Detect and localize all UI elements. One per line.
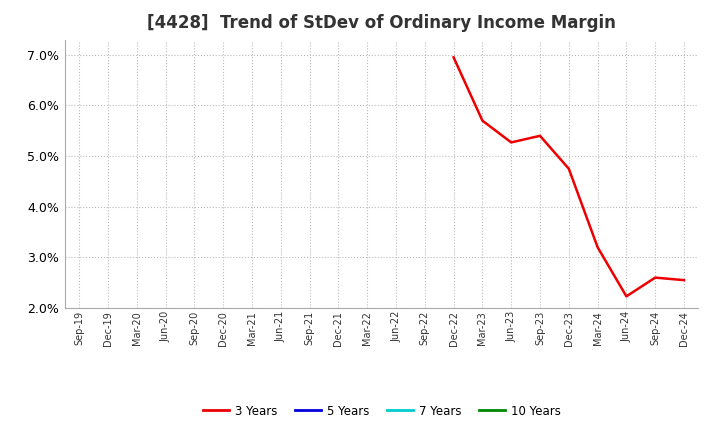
Title: [4428]  Trend of StDev of Ordinary Income Margin: [4428] Trend of StDev of Ordinary Income… [147, 15, 616, 33]
3 Years [478, 118, 487, 123]
3 Years [622, 294, 631, 299]
3 Years [651, 275, 660, 280]
3 Years [536, 133, 544, 139]
3 Years [449, 55, 458, 60]
3 Years [680, 278, 688, 283]
Line: 3 Years: 3 Years [454, 57, 684, 297]
3 Years [507, 140, 516, 145]
Legend: 3 Years, 5 Years, 7 Years, 10 Years: 3 Years, 5 Years, 7 Years, 10 Years [198, 400, 565, 422]
3 Years [593, 245, 602, 250]
3 Years [564, 166, 573, 171]
